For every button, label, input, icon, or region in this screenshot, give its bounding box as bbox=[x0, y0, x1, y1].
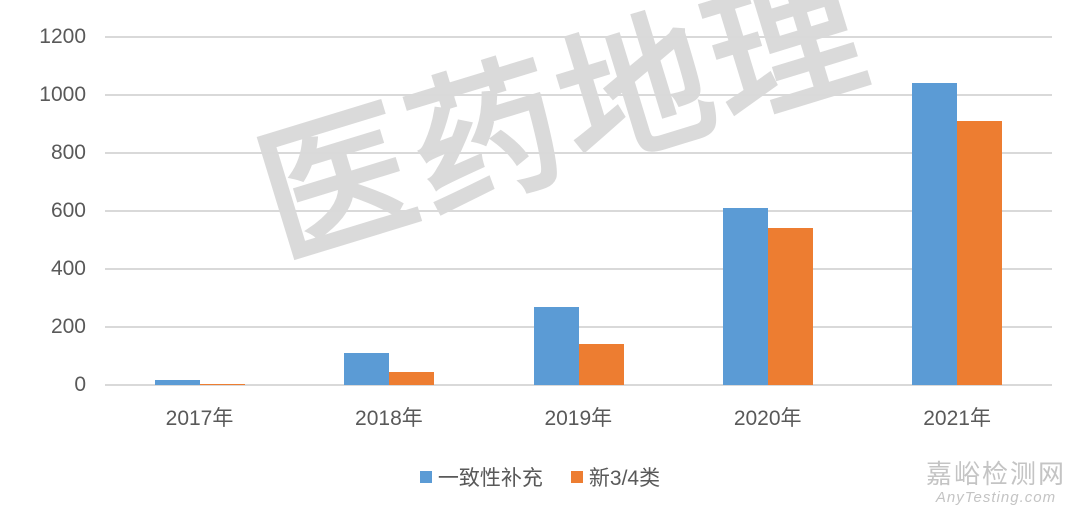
x-tick-label: 2019年 bbox=[544, 407, 613, 430]
bar-2017年-series-2 bbox=[199, 384, 245, 385]
x-tick-label: 2021年 bbox=[923, 407, 991, 430]
x-tick-label: 2017年 bbox=[165, 407, 234, 430]
x-tick-label: 2018年 bbox=[355, 407, 423, 430]
bar-2017年-series-1 bbox=[154, 379, 200, 385]
bar-2021年-series-2 bbox=[957, 120, 1003, 385]
bar-2021年-series-1 bbox=[912, 82, 958, 385]
legend-item-series-2: 新3/4类 bbox=[570, 462, 661, 492]
bar-2018年-series-1 bbox=[344, 353, 390, 385]
gridline bbox=[105, 326, 1052, 328]
y-tick-label: 400 bbox=[50, 257, 86, 280]
gridline bbox=[105, 210, 1052, 212]
gridline bbox=[105, 268, 1052, 270]
site-watermark: 嘉峪检测网 AnyTesting.com bbox=[926, 460, 1066, 506]
gridline bbox=[105, 152, 1052, 154]
y-tick-label: 200 bbox=[50, 315, 86, 338]
x-tick-label: 2020年 bbox=[733, 407, 802, 430]
y-tick-label: 1000 bbox=[39, 83, 86, 106]
site-name-en: AnyTesting.com bbox=[935, 489, 1057, 506]
y-tick-label: 600 bbox=[50, 199, 86, 222]
bar-2019年-series-2 bbox=[578, 343, 624, 385]
y-tick-label: 800 bbox=[50, 141, 86, 164]
bar-2018年-series-2 bbox=[389, 371, 435, 385]
site-name-cn: 嘉峪检测网 bbox=[925, 459, 1066, 490]
legend-item-series-1: 一致性补充 bbox=[419, 462, 543, 492]
legend-swatch-blue-icon bbox=[419, 471, 432, 483]
legend-label: 一致性补充 bbox=[437, 467, 543, 490]
gridline bbox=[105, 384, 1052, 386]
legend-label: 新3/4类 bbox=[588, 467, 661, 490]
y-tick-label: 1200 bbox=[39, 25, 86, 48]
bar-2020年-series-2 bbox=[767, 228, 813, 385]
gridline bbox=[105, 36, 1052, 38]
legend: 一致性补充 新3/4类 bbox=[0, 462, 1080, 492]
y-tick-label: 0 bbox=[74, 373, 86, 396]
bar-2019年-series-1 bbox=[533, 306, 579, 385]
legend-swatch-orange-icon bbox=[570, 471, 583, 483]
bar-2020年-series-1 bbox=[722, 207, 768, 385]
gridline bbox=[105, 94, 1052, 96]
